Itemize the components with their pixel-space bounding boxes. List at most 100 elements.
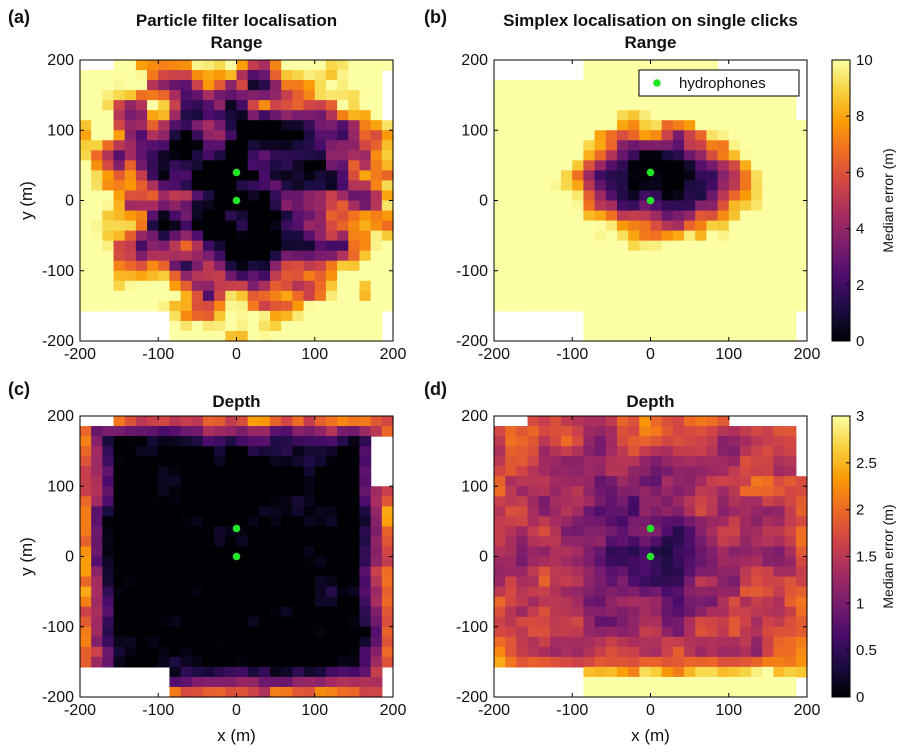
heatmap-cell	[728, 546, 741, 558]
heatmap-cell	[795, 626, 808, 638]
heatmap-cell	[214, 70, 226, 81]
heatmap-cell	[661, 200, 674, 212]
heatmap-cell	[672, 576, 685, 588]
heatmap-cell	[561, 210, 573, 222]
heatmap-cell	[303, 476, 316, 487]
heatmap-cell	[695, 320, 707, 332]
heatmap-cell	[147, 230, 159, 242]
heatmap-cell	[527, 496, 540, 507]
heatmap-cell	[751, 426, 763, 437]
heatmap-cell	[158, 576, 171, 588]
heatmap-cell	[728, 300, 741, 312]
heatmap-cell	[147, 436, 159, 447]
heatmap-cell	[225, 456, 238, 467]
heatmap-cell	[236, 230, 249, 242]
heatmap-cell	[773, 330, 786, 342]
heatmap-cell	[147, 606, 159, 618]
heatmap-cell	[773, 606, 786, 618]
heatmap-cell	[684, 526, 696, 538]
heatmap-cell	[672, 566, 685, 578]
heatmap-cell	[695, 656, 707, 668]
heatmap-cell	[135, 180, 148, 192]
heatmap-cell	[359, 486, 372, 497]
heatmap-cell	[214, 60, 226, 71]
heatmap-cell	[751, 536, 763, 548]
heatmap-cell	[247, 290, 260, 302]
colorbar-tick-label: 0.5	[856, 642, 877, 659]
heatmap-cell	[661, 220, 674, 232]
heatmap-cell	[561, 300, 573, 312]
heatmap-cell	[325, 516, 338, 527]
heatmap-cell	[549, 416, 562, 427]
heatmap-cell	[191, 290, 204, 302]
heatmap-cell	[616, 330, 629, 342]
heatmap-cell	[214, 180, 226, 192]
heatmap-cell	[762, 250, 775, 262]
heatmap-cell	[135, 596, 148, 608]
heatmap-cell	[661, 280, 674, 292]
heatmap-cell	[180, 130, 193, 141]
heatmap-cell	[191, 496, 204, 507]
heatmap-cell	[158, 120, 171, 131]
heatmap-cell	[605, 310, 618, 322]
heatmap-cell	[169, 310, 182, 322]
heatmap-cell	[348, 330, 361, 342]
heatmap-cell	[348, 320, 361, 332]
heatmap-cell	[169, 210, 182, 222]
x-tick-label: 0	[646, 346, 655, 363]
heatmap-cell	[80, 260, 92, 272]
heatmap-cell	[605, 220, 618, 232]
heatmap-cell	[214, 496, 226, 507]
heatmap-cell	[214, 676, 226, 688]
heatmap-cell	[628, 250, 640, 262]
heatmap-cell	[80, 516, 92, 527]
heatmap-cell	[370, 606, 383, 618]
heatmap-cell	[527, 616, 540, 628]
heatmap-cell	[247, 240, 260, 252]
heatmap-cell	[784, 496, 797, 507]
heatmap-cell	[247, 140, 260, 151]
heatmap-cell	[258, 300, 271, 312]
heatmap-cell	[516, 170, 529, 182]
heatmap-cell	[773, 250, 786, 262]
heatmap-cell	[214, 486, 226, 497]
heatmap-cell	[214, 656, 226, 668]
heatmap-cell	[695, 310, 707, 322]
heatmap-cell	[292, 70, 305, 81]
heatmap-cell	[784, 270, 797, 282]
heatmap-cell	[773, 426, 786, 437]
heatmap-cell	[337, 546, 349, 558]
heatmap-cell	[784, 536, 797, 548]
heatmap-cell	[292, 476, 305, 487]
heatmap-cell	[225, 190, 238, 202]
heatmap-cell	[337, 506, 349, 517]
heatmap-cell	[191, 536, 204, 548]
heatmap-cell	[214, 230, 226, 242]
heatmap-cell	[147, 240, 159, 252]
heatmap-cell	[236, 290, 249, 302]
heatmap-cell	[672, 656, 685, 668]
heatmap-cell	[337, 180, 349, 192]
heatmap-cell	[494, 436, 506, 447]
heatmap-cell	[270, 466, 282, 477]
heatmap-cell	[494, 646, 506, 658]
heatmap-cell	[739, 260, 752, 272]
heatmap-cell	[258, 646, 271, 658]
heatmap-cell	[605, 140, 618, 151]
heatmap-cell	[762, 526, 775, 538]
heatmap-cell	[494, 626, 506, 638]
heatmap-cell	[80, 130, 92, 141]
heatmap-cell	[191, 516, 204, 527]
heatmap-cell	[348, 426, 361, 437]
heatmap-cell	[147, 526, 159, 538]
heatmap-cell	[80, 586, 92, 598]
heatmap-cell	[751, 280, 763, 292]
heatmap-cell	[494, 466, 506, 477]
heatmap-cell	[616, 466, 629, 477]
heatmap-cell	[113, 150, 126, 161]
heatmap-cell	[191, 506, 204, 517]
heatmap-cell	[728, 656, 741, 668]
heatmap-cell	[102, 596, 115, 608]
heatmap-cell	[270, 676, 282, 688]
heatmap-cell	[247, 330, 260, 342]
